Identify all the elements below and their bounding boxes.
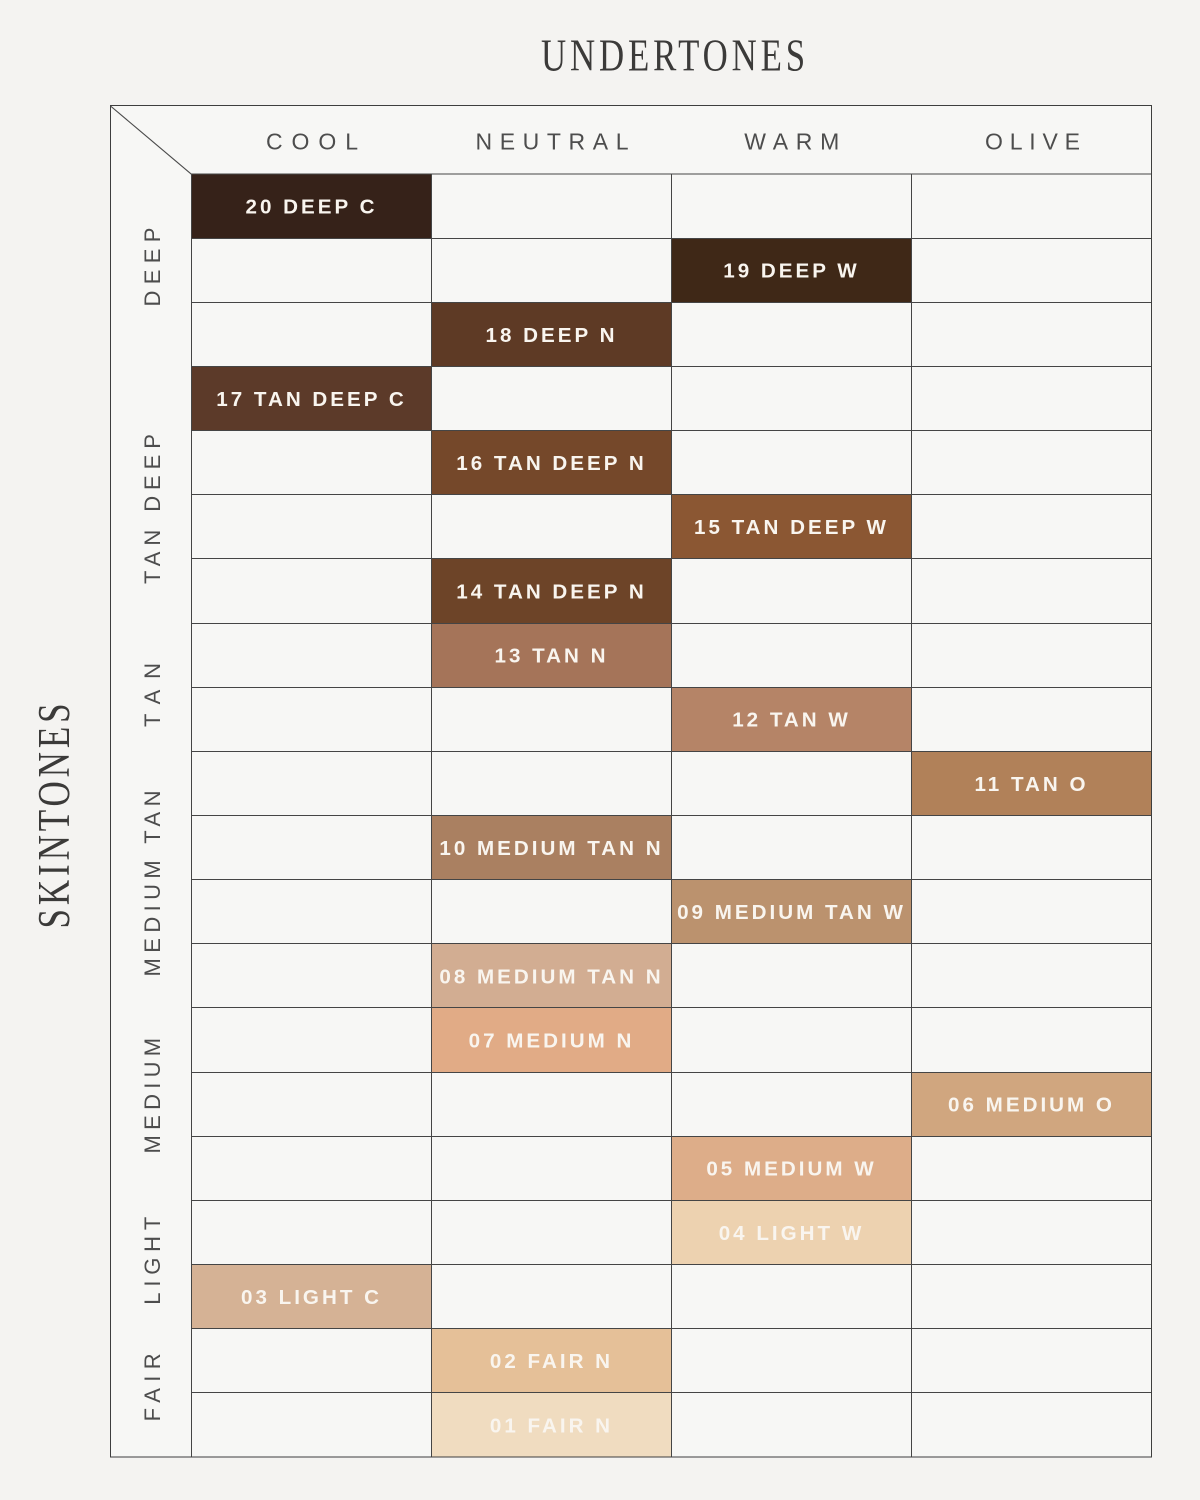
svg-text:07 MEDIUM N: 07 MEDIUM N [469, 1029, 635, 1052]
svg-text:13 TAN N: 13 TAN N [494, 645, 608, 668]
svg-text:MEDIUM: MEDIUM [140, 1038, 165, 1154]
svg-text:04 LIGHT W: 04 LIGHT W [719, 1222, 865, 1245]
svg-text:02 FAIR N: 02 FAIR N [490, 1350, 613, 1373]
svg-text:TAN DEEP: TAN DEEP [140, 434, 165, 584]
svg-text:10 MEDIUM TAN N: 10 MEDIUM TAN N [439, 837, 663, 860]
svg-text:14 TAN DEEP N: 14 TAN DEEP N [456, 580, 646, 603]
svg-text:NEUTRAL: NEUTRAL [476, 129, 629, 155]
svg-text:12 TAN W: 12 TAN W [732, 709, 851, 732]
svg-text:18 DEEP N: 18 DEEP N [486, 324, 618, 347]
svg-text:TAN: TAN [140, 663, 165, 727]
svg-text:09 MEDIUM TAN W: 09 MEDIUM TAN W [677, 901, 906, 924]
svg-text:15 TAN DEEP W: 15 TAN DEEP W [694, 516, 889, 539]
svg-text:11 TAN O: 11 TAN O [974, 773, 1088, 796]
svg-text:16 TAN DEEP N: 16 TAN DEEP N [456, 452, 646, 475]
svg-text:SKINTONES: SKINTONES [29, 700, 79, 929]
svg-text:17 TAN DEEP C: 17 TAN DEEP C [216, 388, 406, 411]
svg-text:08 MEDIUM TAN N: 08 MEDIUM TAN N [439, 965, 663, 988]
svg-text:20 DEEP C: 20 DEEP C [246, 195, 378, 218]
svg-text:03 LIGHT C: 03 LIGHT C [241, 1286, 382, 1309]
svg-text:06 MEDIUM O: 06 MEDIUM O [948, 1094, 1115, 1117]
svg-text:19 DEEP W: 19 DEEP W [723, 260, 860, 283]
svg-text:UNDERTONES: UNDERTONES [541, 30, 809, 80]
svg-text:01 FAIR N: 01 FAIR N [490, 1414, 613, 1437]
svg-text:05 MEDIUM W: 05 MEDIUM W [706, 1158, 876, 1181]
svg-text:OLIVE: OLIVE [985, 129, 1080, 155]
